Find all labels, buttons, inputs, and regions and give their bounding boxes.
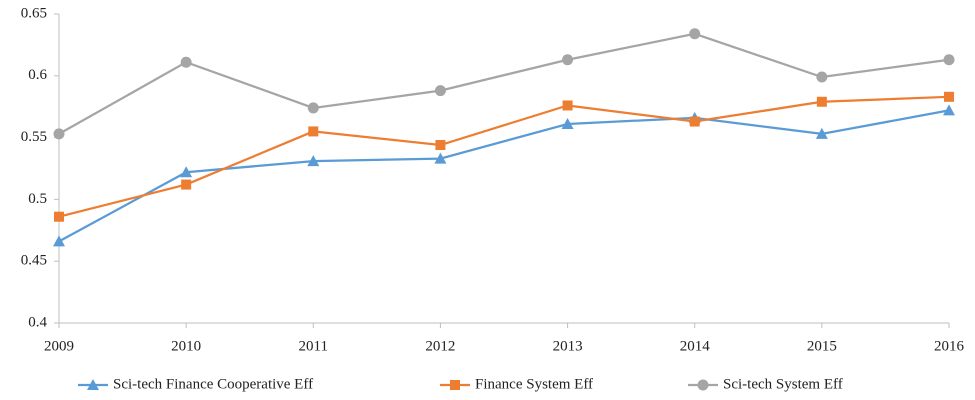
point: [434, 85, 446, 97]
point: [562, 54, 574, 66]
point: [307, 102, 319, 114]
y-tick-label: 0.65: [21, 5, 47, 21]
legend-label: Sci-tech Finance Cooperative Eff: [113, 376, 313, 392]
series-line: [58, 95, 950, 218]
legend-label: Finance System Eff: [475, 376, 593, 392]
x-tick-label: 2009: [44, 338, 74, 354]
y-tick-label: 0.55: [21, 129, 47, 145]
point: [434, 152, 447, 164]
series-line: [58, 109, 950, 243]
point: [689, 116, 700, 127]
x-tick-label: 2016: [934, 338, 965, 354]
x-tick-label: 2015: [807, 338, 837, 354]
point: [181, 179, 192, 190]
point: [180, 166, 193, 178]
point: [54, 211, 64, 222]
x-tick-label: 2011: [299, 338, 328, 354]
point: [53, 235, 65, 247]
series-line: [58, 32, 950, 135]
point: [53, 128, 65, 140]
x-tick-label: 2012: [425, 338, 455, 354]
point: [816, 96, 827, 107]
point: [689, 28, 701, 40]
point: [943, 54, 955, 66]
legend-marker: [450, 380, 460, 390]
legend-marker: [87, 379, 99, 390]
point: [943, 104, 955, 116]
point: [180, 56, 192, 68]
point: [308, 126, 319, 137]
point: [307, 155, 320, 167]
legend-label: Sci-tech System Eff: [723, 376, 843, 392]
y-tick-label: 0.5: [28, 191, 47, 207]
y-tick-label: 0.4: [28, 314, 47, 330]
x-tick-label: 2010: [171, 338, 201, 354]
point: [815, 127, 828, 139]
x-tick-label: 2014: [680, 338, 711, 354]
point: [816, 71, 828, 83]
point: [435, 140, 446, 151]
y-tick-label: 0.45: [21, 253, 47, 269]
x-tick-label: 2013: [553, 338, 583, 354]
y-tick-label: 0.6: [28, 67, 47, 83]
point: [562, 100, 573, 111]
point: [944, 91, 954, 102]
point: [561, 118, 574, 130]
legend-marker: [697, 379, 709, 391]
